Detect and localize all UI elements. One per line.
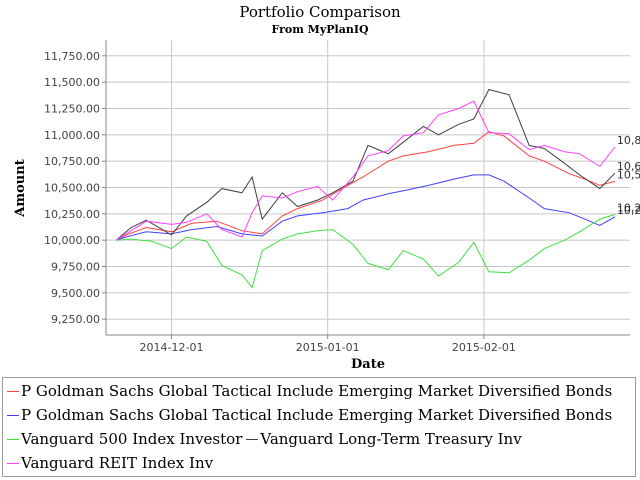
y-tick-label: 10,750.00 <box>44 155 100 168</box>
legend: P Goldman Sachs Global Tactical Include … <box>2 377 636 477</box>
legend-swatch <box>7 438 19 440</box>
end-value-label: 10,244 <box>617 201 640 214</box>
y-tick-label: 10,250.00 <box>44 208 100 221</box>
x-tick-label: 2015-01-01 <box>296 341 360 354</box>
legend-item: P Goldman Sachs Global Tactical Include … <box>7 404 612 426</box>
legend-row: P Goldman Sachs Global Tactical Include … <box>7 404 616 426</box>
y-tick-label: 11,000.00 <box>44 129 100 142</box>
chart-subtitle: From MyPlanIQ <box>271 23 369 36</box>
series-line-2 <box>115 174 616 241</box>
end-value-label: 10,222 <box>617 204 640 217</box>
series-group <box>115 88 616 289</box>
y-tick-label: 11,750.00 <box>44 50 100 63</box>
y-tick-label: 10,500.00 <box>44 182 100 195</box>
legend-item: Vanguard REIT Index Inv <box>7 452 213 474</box>
series-line-1 <box>115 131 616 241</box>
legend-swatch <box>7 390 19 392</box>
x-axis-label: Date <box>351 357 385 372</box>
legend-label: P Goldman Sachs Global Tactical Include … <box>21 406 613 424</box>
legend-row: Vanguard 500 Index Investor Vanguard Long… <box>7 428 526 450</box>
legend-row: P Goldman Sachs Global Tactical Include … <box>7 380 616 402</box>
series-line-3 <box>116 214 616 289</box>
series-line-5 <box>115 100 616 241</box>
legend-item: Vanguard Long-Term Treasury Inv <box>246 428 522 450</box>
legend-label: Vanguard REIT Index Inv <box>21 454 214 472</box>
y-tick-label: 11,250.00 <box>44 102 100 115</box>
end-value-label: 10,883 <box>617 134 640 147</box>
legend-item: P Goldman Sachs Global Tactical Include … <box>7 380 612 402</box>
grid <box>106 40 630 335</box>
y-tick-label: 11,500.00 <box>44 76 100 89</box>
legend-row: Vanguard REIT Index Inv <box>7 452 217 474</box>
y-axis-label: Amount <box>13 159 28 217</box>
chart-title: Portfolio Comparison <box>239 3 401 21</box>
x-tick-label: 2014-12-01 <box>140 341 204 354</box>
end-labels: 10,883 10,63610,558 10,24410,222 <box>617 134 640 217</box>
legend-swatch <box>246 438 259 440</box>
axes: 9,250.00 9,500.00 9,750.00 10,000.00 10,250.… <box>44 40 630 354</box>
end-value-label: 10,636 <box>617 160 640 173</box>
x-tick-label: 2015-02-01 <box>452 341 516 354</box>
legend-label: Vanguard 500 Index Investor <box>21 430 243 448</box>
y-tick-label: 9,250.00 <box>51 313 100 326</box>
legend-item: Vanguard 500 Index Investor <box>7 428 242 450</box>
y-tick-label: 10,000.00 <box>44 234 100 247</box>
y-tick-label: 9,500.00 <box>51 287 100 300</box>
end-value-label: 10,558 <box>617 168 640 181</box>
series-line-4 <box>115 88 616 241</box>
y-tick-label: 9,750.00 <box>51 261 100 274</box>
legend-label: P Goldman Sachs Global Tactical Include … <box>21 382 613 400</box>
legend-swatch <box>7 414 19 416</box>
chart: Portfolio Comparison From MyPlanIQ 9,250… <box>13 3 640 372</box>
legend-swatch <box>7 462 19 464</box>
legend-label: Vanguard Long-Term Treasury Inv <box>260 430 522 448</box>
